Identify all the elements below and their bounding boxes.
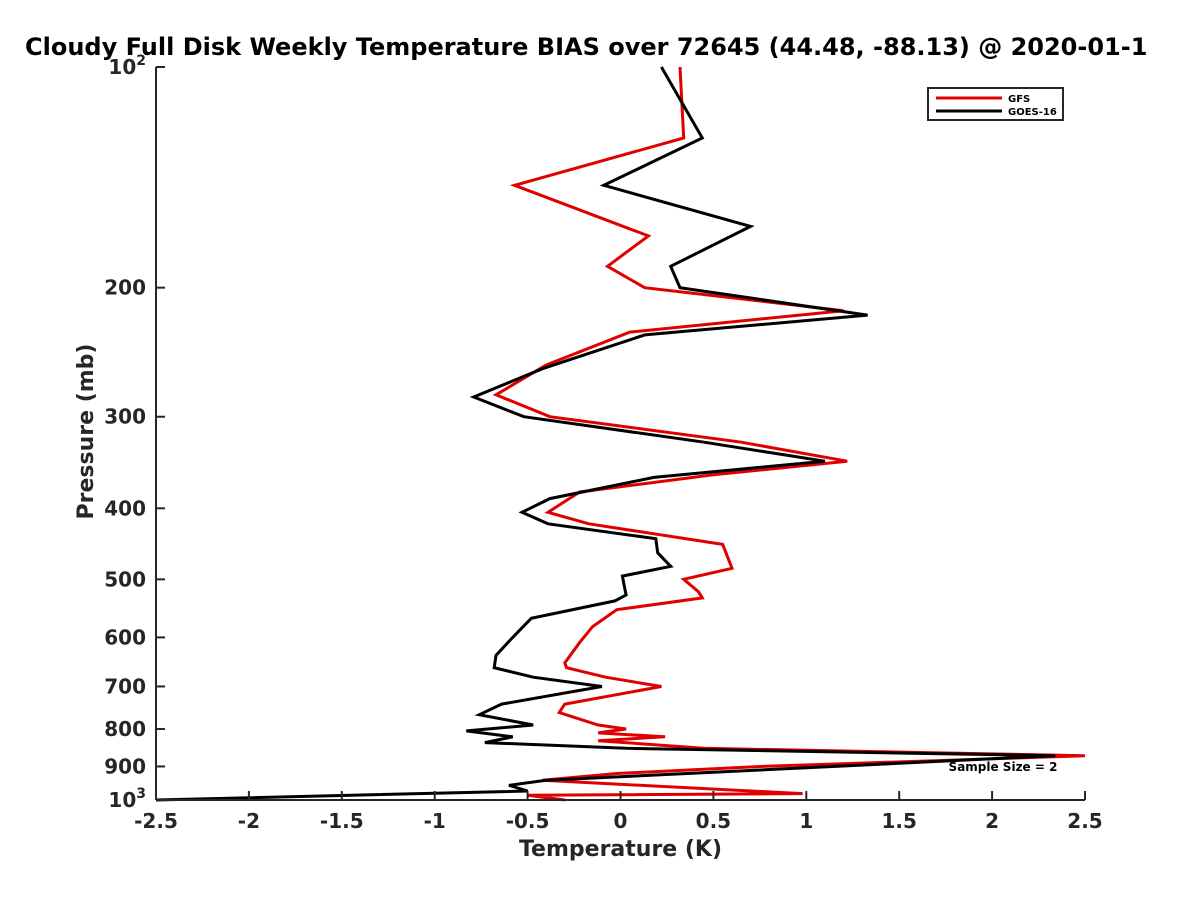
legend-box (927, 87, 1064, 121)
x-tick-label: -2.5 (134, 809, 178, 833)
x-tick-label: 1.5 (881, 809, 916, 833)
y-tick-label: 102 (108, 53, 146, 79)
y-tick-label: 300 (104, 405, 146, 429)
x-tick-label: 1 (799, 809, 813, 833)
sample-size-annotation: Sample Size = 2 (949, 760, 1058, 774)
axes-layer: -2.5 -2 -1.5 -1 -0.5 0 0.5 1 1.5 2 2.5 102 200 300 400… (104, 53, 1102, 833)
y-tick-label: 500 (104, 567, 146, 591)
y-tick-label: 700 (104, 674, 146, 698)
series-layer (155, 66, 1086, 802)
x-axis-label: Temperature (K) (519, 837, 722, 862)
series-line-goes-16 (155, 66, 1056, 802)
x-tick-label: -0.5 (506, 809, 550, 833)
x-tick-label: -2 (238, 809, 260, 833)
legend: GFS GOES-16 (927, 87, 1064, 121)
y-tick-label: 900 (104, 754, 146, 778)
legend-label-goes-16: GOES-16 (1008, 107, 1057, 118)
chart-title: Cloudy Full Disk Weekly Temperature BIAS… (25, 33, 1147, 61)
y-tick-label: 200 (104, 276, 146, 300)
series-line-gfs (492, 66, 1086, 802)
x-tick-label: -1 (424, 809, 446, 833)
y-tick-label: 800 (104, 717, 146, 741)
x-tick-label: 0.5 (696, 809, 731, 833)
y-tick-label: 103 (108, 786, 146, 812)
legend-label-gfs: GFS (1008, 94, 1030, 105)
x-tick-label: 2 (985, 809, 999, 833)
y-tick-label: 400 (104, 496, 146, 520)
x-tick-label: 2.5 (1067, 809, 1102, 833)
y-axis-label: Pressure (mb) (74, 344, 99, 520)
x-tick-label: -1.5 (320, 809, 364, 833)
x-tick-label: 0 (614, 809, 628, 833)
y-tick-label: 600 (104, 625, 146, 649)
